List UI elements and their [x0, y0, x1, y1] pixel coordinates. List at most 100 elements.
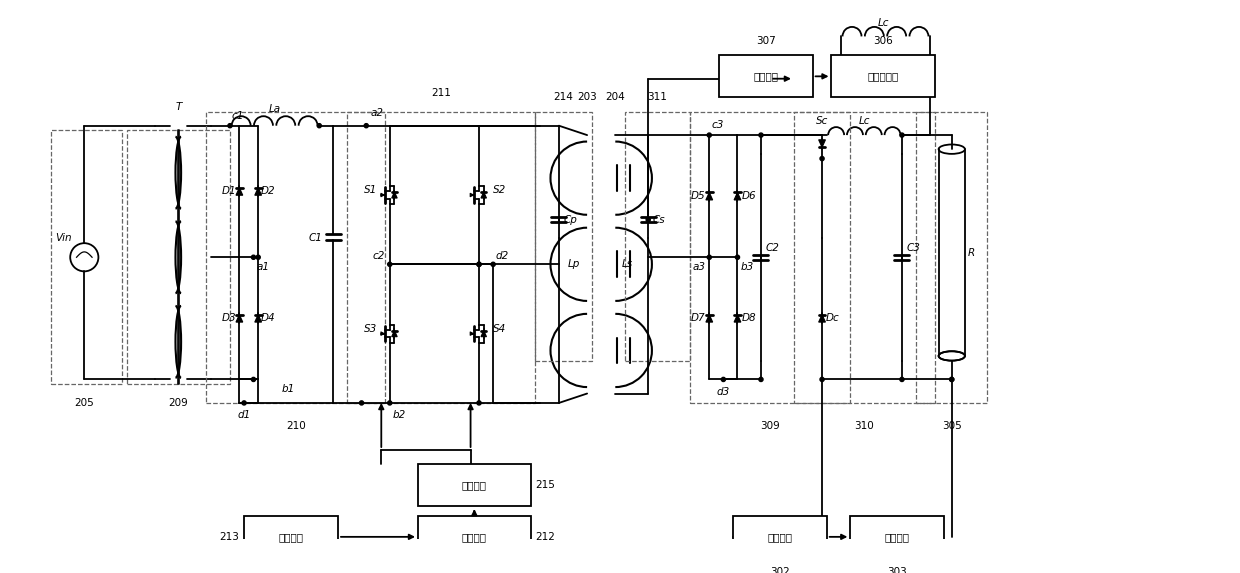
Bar — [207, 112, 386, 403]
Text: 307: 307 — [756, 36, 775, 46]
Polygon shape — [734, 315, 740, 322]
Bar — [126, 131, 229, 384]
Circle shape — [252, 378, 255, 382]
Text: 205: 205 — [74, 398, 94, 408]
Ellipse shape — [939, 351, 965, 360]
Text: d1: d1 — [237, 410, 250, 421]
Bar — [851, 516, 944, 558]
Polygon shape — [706, 193, 713, 200]
Circle shape — [646, 218, 650, 222]
Circle shape — [228, 124, 232, 128]
Text: S3: S3 — [365, 324, 377, 334]
Bar — [418, 516, 531, 558]
Text: T: T — [175, 101, 181, 112]
Text: b2: b2 — [393, 410, 405, 421]
Circle shape — [365, 124, 368, 128]
Circle shape — [477, 262, 481, 266]
Text: D7: D7 — [691, 313, 706, 323]
Circle shape — [388, 262, 392, 266]
Text: Lc: Lc — [878, 18, 889, 28]
Text: D2: D2 — [260, 186, 275, 197]
Text: 303: 303 — [888, 567, 908, 573]
Bar — [625, 112, 691, 360]
Bar — [691, 112, 851, 403]
Circle shape — [707, 133, 712, 137]
Text: Cs: Cs — [653, 215, 666, 225]
Text: Ls: Ls — [622, 260, 632, 269]
Bar — [733, 516, 827, 558]
Circle shape — [820, 156, 825, 160]
Circle shape — [900, 133, 904, 137]
Text: Lp: Lp — [568, 260, 580, 269]
Text: 211: 211 — [432, 88, 451, 98]
Text: c3: c3 — [712, 120, 723, 131]
Text: 214: 214 — [554, 92, 574, 103]
Text: D3: D3 — [222, 313, 237, 323]
Bar — [244, 516, 339, 558]
Text: b3: b3 — [740, 262, 754, 272]
Circle shape — [252, 255, 255, 260]
Text: Sc: Sc — [816, 116, 828, 125]
Text: 微处理器: 微处理器 — [885, 532, 910, 542]
Text: 212: 212 — [536, 532, 556, 542]
Text: Cp: Cp — [564, 215, 578, 225]
Circle shape — [820, 378, 825, 382]
Text: 驱动控制: 驱动控制 — [461, 480, 487, 490]
Circle shape — [257, 255, 260, 260]
Bar — [832, 55, 935, 97]
Bar — [794, 112, 935, 403]
Text: La: La — [269, 104, 280, 115]
Text: R: R — [967, 248, 975, 258]
Polygon shape — [254, 315, 262, 322]
Text: D1: D1 — [222, 186, 237, 197]
Text: 主控制器: 主控制器 — [279, 532, 304, 542]
Circle shape — [477, 262, 481, 266]
Circle shape — [950, 378, 954, 382]
Text: 310: 310 — [854, 421, 874, 431]
Polygon shape — [481, 192, 486, 198]
Bar — [418, 464, 531, 507]
Circle shape — [388, 401, 392, 405]
Circle shape — [735, 255, 739, 260]
Text: S1: S1 — [365, 185, 377, 195]
Text: d3: d3 — [717, 387, 730, 397]
Text: b1: b1 — [281, 384, 295, 394]
Text: a1: a1 — [257, 262, 269, 272]
Polygon shape — [254, 188, 262, 195]
Circle shape — [477, 401, 481, 405]
Text: 306: 306 — [873, 36, 893, 46]
Text: C1: C1 — [309, 233, 322, 244]
Polygon shape — [818, 315, 826, 322]
Text: c2: c2 — [373, 252, 386, 261]
Bar — [916, 112, 987, 403]
Text: 305: 305 — [942, 421, 962, 431]
Circle shape — [950, 378, 954, 382]
Text: D5: D5 — [691, 191, 706, 201]
Circle shape — [707, 255, 712, 260]
Text: C2: C2 — [765, 243, 780, 253]
Text: 215: 215 — [536, 480, 556, 490]
Text: D8: D8 — [742, 313, 756, 323]
Text: 解调电路: 解调电路 — [753, 72, 779, 81]
Text: 204: 204 — [605, 92, 625, 103]
Text: D4: D4 — [260, 313, 275, 323]
Text: Dc: Dc — [826, 313, 839, 323]
Text: 311: 311 — [647, 92, 667, 103]
Text: 通信控制器: 通信控制器 — [868, 72, 899, 81]
Circle shape — [759, 133, 763, 137]
Text: 209: 209 — [169, 398, 188, 408]
Circle shape — [722, 378, 725, 382]
Text: D6: D6 — [742, 191, 756, 201]
Polygon shape — [392, 192, 397, 198]
Circle shape — [360, 401, 363, 405]
Text: a3: a3 — [692, 262, 706, 272]
Text: 调制电路: 调制电路 — [461, 532, 487, 542]
Text: Vin: Vin — [56, 233, 72, 243]
Text: d2: d2 — [496, 252, 510, 261]
Text: S2: S2 — [494, 185, 506, 195]
Circle shape — [759, 378, 763, 382]
Polygon shape — [706, 315, 713, 322]
Bar — [719, 55, 812, 97]
Text: 203: 203 — [578, 92, 596, 103]
Bar — [536, 112, 591, 360]
